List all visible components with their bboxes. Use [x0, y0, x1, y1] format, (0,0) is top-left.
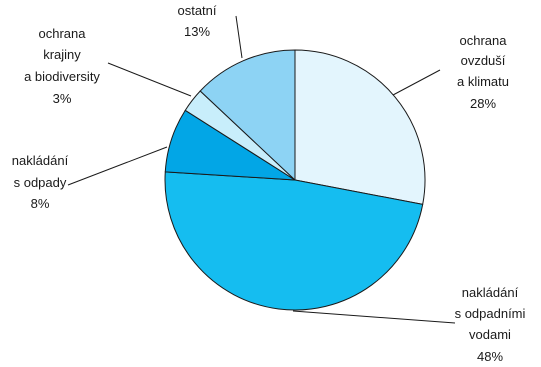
slice-other-leader-line — [235, 15, 243, 59]
slice-other — [199, 49, 296, 181]
slice-air-climate — [294, 49, 426, 205]
slice-landscape-biodiversity-label: krajiny — [43, 47, 81, 62]
slice-waste-label: nakládání — [12, 153, 69, 168]
slice-wastewater-label: vodami — [469, 327, 511, 342]
slice-landscape-biodiversity-percent-label: 3% — [53, 91, 72, 106]
slice-wastewater — [164, 171, 424, 311]
slice-air-climate-leader-line — [392, 69, 441, 96]
slice-wastewater-label: s odpadními — [455, 306, 526, 321]
slice-other-label: ostatní — [177, 3, 216, 18]
slice-air-climate-label: ovzduší — [461, 53, 506, 68]
slice-waste-percent-label: 8% — [31, 196, 50, 211]
slice-waste-leader-line — [67, 146, 168, 186]
slice-landscape-biodiversity-label: a biodiversity — [24, 69, 100, 84]
slice-air-climate-label: a klimatu — [457, 74, 509, 89]
slice-wastewater-leader-line — [292, 310, 456, 324]
pie-slices — [164, 49, 426, 311]
slice-wastewater-percent-label: 48% — [477, 349, 503, 364]
slice-labels: ochrana ovzduší a klimatu 28% nakládání s odp… — [12, 3, 526, 364]
slice-air-climate-percent-label: 28% — [470, 96, 496, 111]
slice-other-percent-label: 13% — [184, 24, 210, 39]
leader-lines — [67, 15, 456, 324]
slice-wastewater-label: nakládání — [462, 285, 519, 300]
slice-air-climate-label: ochrana — [460, 33, 508, 48]
slice-landscape-biodiversity-leader-line — [107, 62, 192, 97]
slice-landscape-biodiversity-label: ochrana — [39, 26, 87, 41]
slice-waste-label: s odpady — [14, 175, 67, 190]
